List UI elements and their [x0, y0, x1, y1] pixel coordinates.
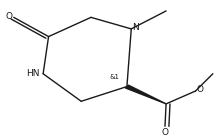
- Polygon shape: [125, 85, 166, 104]
- Text: O: O: [197, 85, 204, 94]
- Text: O: O: [162, 128, 169, 137]
- Text: &1: &1: [109, 74, 119, 80]
- Text: N: N: [132, 23, 139, 32]
- Text: O: O: [6, 12, 13, 21]
- Text: HN: HN: [26, 69, 39, 78]
